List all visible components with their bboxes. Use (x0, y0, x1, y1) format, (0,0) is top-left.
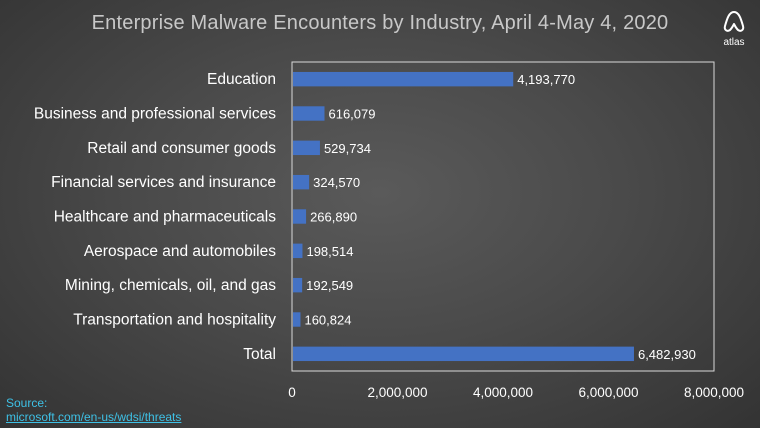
category-label: Total (243, 346, 276, 363)
data-label: 160,824 (304, 313, 351, 328)
plot-area-frame (291, 61, 715, 372)
category-label: Business and professional services (34, 106, 276, 123)
x-tick-label: 0 (288, 385, 296, 400)
bar (293, 140, 320, 156)
x-tick-label: 8,000,000 (684, 385, 744, 400)
atlas-logo-text: atlas (723, 37, 745, 48)
atlas-logo-icon (723, 11, 745, 32)
source-label: Source: (6, 396, 48, 410)
bar (293, 174, 310, 190)
data-label: 4,193,770 (517, 72, 575, 87)
data-label: 192,549 (306, 278, 353, 293)
data-label: 324,570 (313, 175, 360, 190)
data-label: 6,482,930 (638, 347, 696, 362)
bars-group (293, 71, 634, 362)
category-label: Education (207, 71, 276, 88)
bar (293, 312, 301, 327)
x-tick-label: 6,000,000 (578, 385, 638, 400)
category-label: Aerospace and automobiles (84, 243, 276, 260)
chart-title: Enterprise Malware Encounters by Industr… (91, 12, 669, 34)
category-labels-group: Education Business and professional servi… (34, 71, 276, 363)
x-axis-ticks-group: 0 2,000,000 4,000,000 6,000,000 8,000,000 (288, 385, 744, 400)
category-label: Retail and consumer goods (87, 140, 276, 157)
bar (293, 71, 514, 87)
category-label: Mining, chemicals, oil, and gas (65, 277, 276, 294)
category-label: Healthcare and pharmaceuticals (54, 209, 277, 226)
x-tick-label: 2,000,000 (367, 385, 427, 400)
category-label: Transportation and hospitality (73, 312, 276, 329)
bar (293, 106, 325, 121)
bar (293, 346, 634, 362)
data-label: 266,890 (310, 210, 357, 225)
data-label: 198,514 (306, 244, 353, 259)
data-label: 616,079 (328, 107, 375, 122)
atlas-logo: atlas (720, 10, 748, 48)
x-tick-label: 4,000,000 (473, 385, 533, 400)
data-labels-group: 4,193,770 616,079 529,734 324,570 266,890 198… (304, 72, 695, 362)
source-link[interactable]: microsoft.com/en-us/wdsi/threats (6, 410, 182, 424)
bar (293, 209, 307, 224)
data-label: 529,734 (324, 141, 371, 156)
source-note: Source: microsoft.com/en-us/wdsi/threats (6, 396, 181, 424)
bar (293, 277, 303, 293)
category-label: Financial services and insurance (51, 174, 276, 191)
bar (293, 243, 303, 259)
